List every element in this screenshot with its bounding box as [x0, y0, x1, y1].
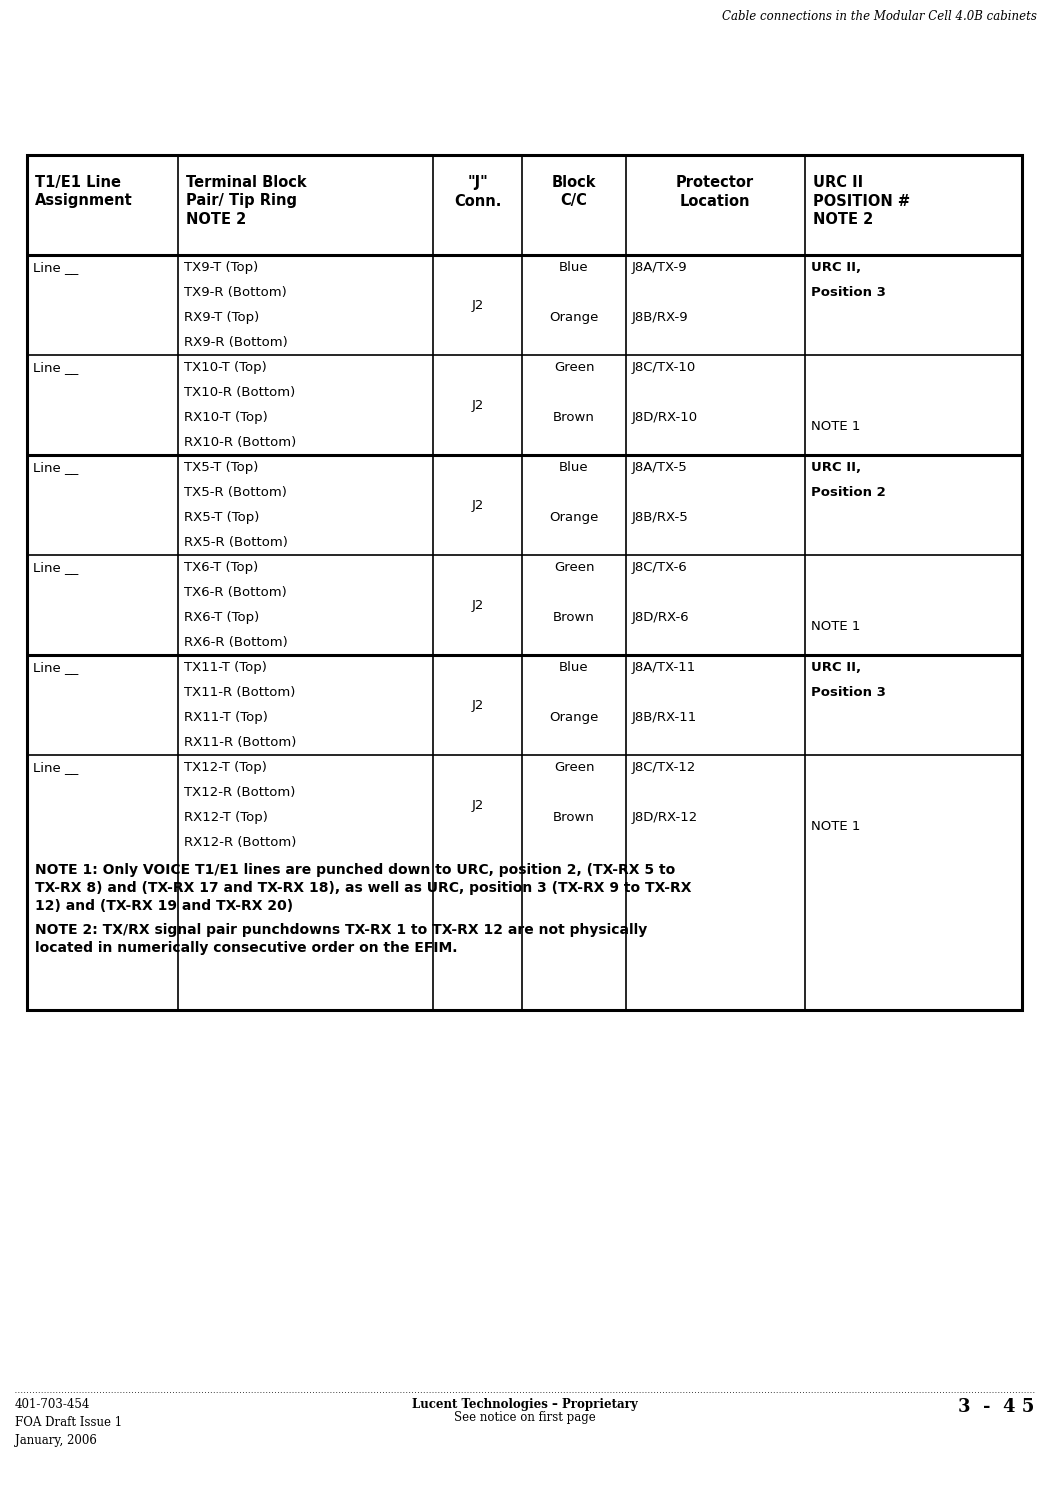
Text: TX5-T (Top): TX5-T (Top) [185, 460, 259, 474]
Text: RX6-R (Bottom): RX6-R (Bottom) [185, 636, 288, 650]
Text: TX9-R (Bottom): TX9-R (Bottom) [185, 286, 287, 298]
Text: NOTE 1: NOTE 1 [811, 821, 860, 834]
Text: J8C/TX-6: J8C/TX-6 [631, 561, 687, 574]
Text: TX6-R (Bottom): TX6-R (Bottom) [185, 586, 287, 598]
Text: T1/E1 Line
Assignment: T1/E1 Line Assignment [35, 176, 133, 226]
Text: J8C/TX-10: J8C/TX-10 [631, 362, 695, 374]
Text: Line __: Line __ [33, 460, 79, 474]
Bar [27, 154, 1022, 1010]
Text: J2: J2 [471, 298, 484, 312]
Text: Protector
Location: Protector Location [676, 176, 754, 226]
Text: URC II,: URC II, [811, 662, 860, 674]
Text: J2: J2 [471, 598, 484, 612]
Text: J8B/RX-5: J8B/RX-5 [631, 512, 688, 524]
Text: RX11-T (Top): RX11-T (Top) [185, 711, 269, 724]
Text: Position 3: Position 3 [811, 286, 885, 298]
Text: Orange: Orange [550, 711, 599, 724]
Text: located in numerically consecutive order on the EFIM.: located in numerically consecutive order… [35, 940, 457, 956]
Text: J8C/TX-12: J8C/TX-12 [631, 760, 697, 774]
Text: Block
C/C: Block C/C [552, 176, 596, 226]
Text: J8A/TX-11: J8A/TX-11 [631, 662, 695, 674]
Text: See notice on first page: See notice on first page [453, 1412, 596, 1424]
Text: TX6-T (Top): TX6-T (Top) [185, 561, 259, 574]
Text: TX11-T (Top): TX11-T (Top) [185, 662, 267, 674]
Text: RX12-R (Bottom): RX12-R (Bottom) [185, 836, 297, 849]
Text: Brown: Brown [553, 812, 595, 824]
Text: Lucent Technologies – Proprietary: Lucent Technologies – Proprietary [411, 1398, 638, 1411]
Text: RX11-R (Bottom): RX11-R (Bottom) [185, 736, 297, 748]
Text: Blue: Blue [559, 662, 588, 674]
Text: Brown: Brown [553, 411, 595, 424]
Text: Line __: Line __ [33, 362, 79, 374]
Text: TX11-R (Bottom): TX11-R (Bottom) [185, 686, 296, 699]
Text: J2: J2 [471, 798, 484, 812]
Text: Line __: Line __ [33, 261, 79, 274]
Text: J8A/TX-5: J8A/TX-5 [631, 460, 687, 474]
Text: RX12-T (Top): RX12-T (Top) [185, 812, 269, 824]
Text: TX10-T (Top): TX10-T (Top) [185, 362, 267, 374]
Text: Position 3: Position 3 [811, 686, 885, 699]
Text: RX9-T (Top): RX9-T (Top) [185, 310, 260, 324]
Text: "J"
Conn.: "J" Conn. [454, 176, 501, 226]
Text: Terminal Block
Pair/ Tip Ring
NOTE 2: Terminal Block Pair/ Tip Ring NOTE 2 [187, 176, 307, 226]
Text: RX6-T (Top): RX6-T (Top) [185, 610, 260, 624]
Text: RX5-T (Top): RX5-T (Top) [185, 512, 260, 524]
Text: URC II
POSITION #
NOTE 2: URC II POSITION # NOTE 2 [813, 176, 909, 226]
Text: Blue: Blue [559, 460, 588, 474]
Text: TX5-R (Bottom): TX5-R (Bottom) [185, 486, 287, 500]
Text: J8D/RX-12: J8D/RX-12 [631, 812, 698, 824]
Text: Cable connections in the Modular Cell 4.0B cabinets: Cable connections in the Modular Cell 4.… [722, 10, 1037, 22]
Text: RX10-T (Top): RX10-T (Top) [185, 411, 269, 424]
Text: Brown: Brown [553, 610, 595, 624]
Text: J2: J2 [471, 699, 484, 711]
Text: Orange: Orange [550, 512, 599, 524]
Text: NOTE 1: Only VOICE T1/E1 lines are punched down to URC, position 2, (TX-RX 5 to: NOTE 1: Only VOICE T1/E1 lines are punch… [35, 862, 676, 877]
Text: NOTE 2: TX/RX signal pair punchdowns TX-RX 1 to TX-RX 12 are not physically: NOTE 2: TX/RX signal pair punchdowns TX-… [35, 922, 647, 938]
Text: Green: Green [554, 760, 595, 774]
Text: Line __: Line __ [33, 760, 79, 774]
Text: URC II,: URC II, [811, 261, 860, 274]
Text: 3  -  4 5: 3 - 4 5 [958, 1398, 1034, 1416]
Text: Orange: Orange [550, 310, 599, 324]
Text: Green: Green [554, 561, 595, 574]
Text: Blue: Blue [559, 261, 588, 274]
Text: RX5-R (Bottom): RX5-R (Bottom) [185, 536, 288, 549]
Text: J2: J2 [471, 498, 484, 512]
Text: TX10-R (Bottom): TX10-R (Bottom) [185, 386, 296, 399]
Text: J8D/RX-10: J8D/RX-10 [631, 411, 698, 424]
Text: TX9-T (Top): TX9-T (Top) [185, 261, 259, 274]
Text: J8B/RX-11: J8B/RX-11 [631, 711, 697, 724]
Text: J8B/RX-9: J8B/RX-9 [631, 310, 688, 324]
Text: TX12-T (Top): TX12-T (Top) [185, 760, 267, 774]
Text: Line __: Line __ [33, 662, 79, 674]
Text: J2: J2 [471, 399, 484, 411]
Text: TX-RX 8) and (TX-RX 17 and TX-RX 18), as well as URC, position 3 (TX-RX 9 to TX-: TX-RX 8) and (TX-RX 17 and TX-RX 18), as… [35, 880, 691, 896]
Text: Line __: Line __ [33, 561, 79, 574]
Text: URC II,: URC II, [811, 460, 860, 474]
Text: J8D/RX-6: J8D/RX-6 [631, 610, 689, 624]
Text: J8A/TX-9: J8A/TX-9 [631, 261, 687, 274]
Text: TX12-R (Bottom): TX12-R (Bottom) [185, 786, 296, 800]
Text: NOTE 1: NOTE 1 [811, 420, 860, 434]
Text: RX10-R (Bottom): RX10-R (Bottom) [185, 436, 297, 448]
Text: NOTE 1: NOTE 1 [811, 621, 860, 633]
Text: 401-703-454
FOA Draft Issue 1
January, 2006: 401-703-454 FOA Draft Issue 1 January, 2… [15, 1398, 122, 1447]
Text: Position 2: Position 2 [811, 486, 885, 500]
Text: RX9-R (Bottom): RX9-R (Bottom) [185, 336, 288, 350]
Text: 12) and (TX-RX 19 and TX-RX 20): 12) and (TX-RX 19 and TX-RX 20) [35, 898, 293, 914]
Text: Green: Green [554, 362, 595, 374]
